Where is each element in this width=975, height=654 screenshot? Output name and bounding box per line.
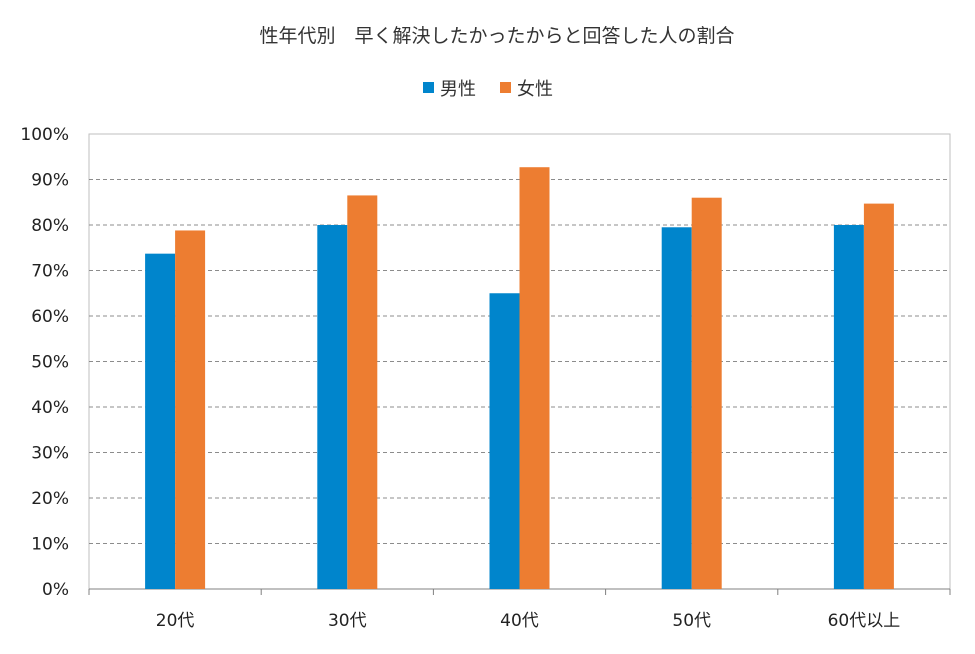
y-tick-label: 0%: [42, 580, 69, 600]
y-tick-label: 50%: [31, 353, 69, 373]
bar-female: [691, 197, 722, 589]
x-category-label: 20代: [156, 611, 195, 631]
y-tick-label: 30%: [31, 444, 69, 464]
legend: 男性 女性: [423, 79, 553, 100]
y-tick-label: 70%: [31, 262, 69, 282]
y-tick-label: 80%: [31, 216, 69, 236]
bar-female: [519, 167, 550, 589]
bar-male: [661, 227, 692, 589]
bar-male: [145, 253, 176, 590]
legend-label-male: 男性: [440, 79, 476, 100]
x-category-label: 40代: [500, 611, 539, 631]
bar-male: [317, 225, 348, 589]
bar-male: [489, 293, 520, 589]
y-tick-label: 40%: [31, 398, 69, 418]
legend-swatch-female: [500, 82, 511, 93]
x-category-label: 60代以上: [828, 611, 901, 631]
chart-title: 性年代別 早く解決したかったからと回答した人の割合: [259, 25, 734, 47]
y-tick-label: 60%: [31, 307, 69, 327]
x-category-label: 30代: [328, 611, 367, 631]
x-category-label: 50代: [672, 611, 711, 631]
y-tick-label: 90%: [31, 171, 69, 191]
bar-female: [863, 203, 894, 590]
legend-label-female: 女性: [517, 79, 553, 100]
bar-female: [175, 230, 206, 589]
y-tick-label: 10%: [31, 535, 69, 555]
y-tick-label: 20%: [31, 489, 69, 509]
legend-swatch-male: [423, 82, 434, 93]
plot-area: 0% 10% 20% 30% 40% 50% 60% 70% 80% 90% 100% 20代 30代 4…: [20, 125, 951, 631]
bar-male: [833, 225, 864, 589]
y-tick-label: 100%: [20, 125, 69, 145]
bar-female: [347, 195, 378, 590]
